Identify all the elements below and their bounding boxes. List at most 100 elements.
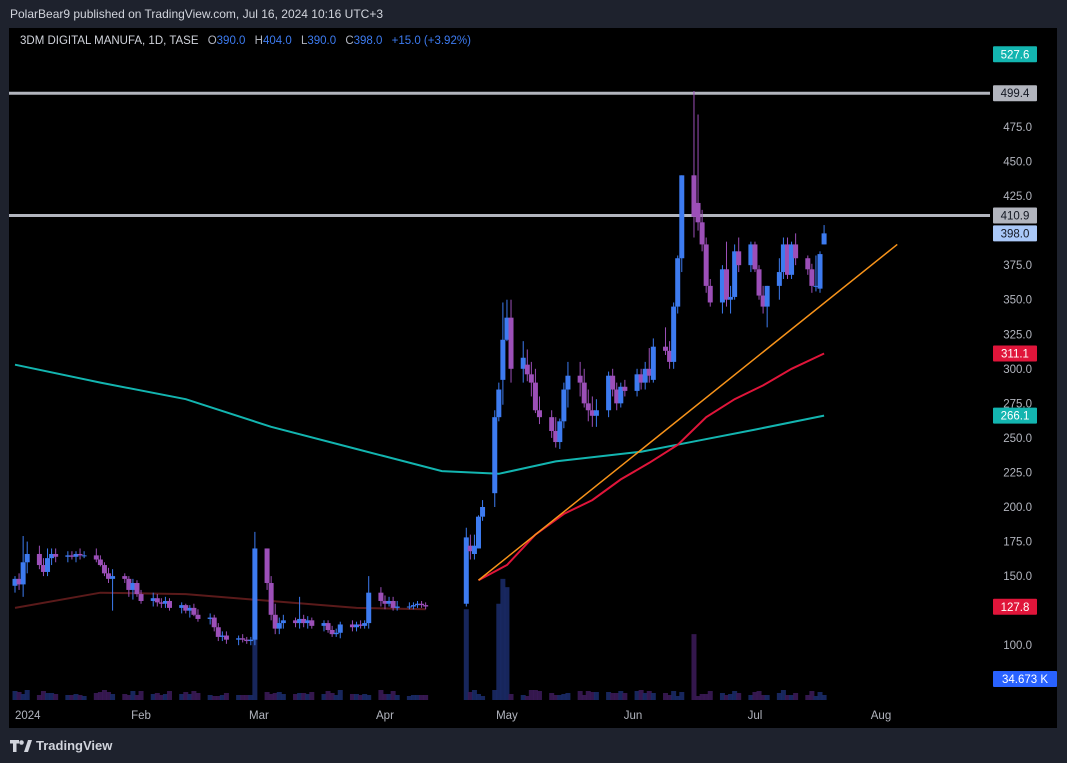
- y-axis-tick-label: 275.0: [1003, 398, 1032, 410]
- volume-bar: [366, 695, 372, 700]
- volume-bar: [321, 694, 327, 700]
- candle-body: [663, 346, 669, 351]
- candle-body: [69, 555, 75, 557]
- volume-bar: [736, 693, 742, 700]
- volume-bar: [252, 596, 258, 700]
- volume-bar: [699, 694, 705, 700]
- candle-body: [36, 553, 42, 566]
- candle-body: [524, 364, 530, 375]
- price-label-text: 127.8: [1001, 602, 1030, 614]
- y-axis-tick-label: 250.0: [1003, 433, 1032, 445]
- price-label-box: [993, 407, 1037, 424]
- tradingview-logo[interactable]: TradingView: [10, 738, 112, 753]
- volume-bar: [695, 696, 701, 700]
- volume-bar: [508, 694, 514, 700]
- volume-bar: [248, 695, 254, 700]
- volume-bar: [728, 694, 734, 700]
- candle-body: [504, 317, 510, 340]
- candle-body: [760, 295, 766, 307]
- volume-bar: [110, 694, 116, 700]
- volume-bar: [223, 693, 229, 700]
- candle-body: [614, 389, 620, 404]
- volume-bar: [244, 695, 250, 700]
- y-axis-tick-label: 200.0: [1003, 502, 1032, 514]
- volume-bar: [536, 691, 542, 700]
- y-axis-tick-label: 175.0: [1003, 537, 1032, 549]
- candle-body: [215, 627, 221, 637]
- volume-bar: [382, 694, 388, 700]
- candle-body: [272, 614, 278, 629]
- volume-bar: [410, 695, 416, 700]
- candle-body: [813, 285, 819, 287]
- price-label-box: [993, 207, 1037, 224]
- volume-bar: [36, 695, 42, 700]
- volume-bar: [191, 691, 197, 700]
- volume-bar: [386, 694, 392, 700]
- volume-bar: [215, 696, 221, 700]
- price-label-text: 527.6: [1001, 49, 1030, 61]
- volume-bar: [793, 693, 799, 700]
- volume-bar: [671, 691, 677, 700]
- volume-bar: [415, 695, 421, 700]
- candle-body: [24, 553, 30, 563]
- volume-bar: [577, 691, 583, 700]
- candle-body: [130, 583, 136, 590]
- candle-body: [240, 638, 246, 640]
- y-axis-tick-label: 350.0: [1003, 295, 1032, 307]
- volume-bar: [809, 691, 815, 700]
- candle-body: [748, 244, 754, 266]
- y-axis-tick-label: 375.0: [1003, 260, 1032, 272]
- x-axis-label: Feb: [131, 710, 151, 722]
- x-axis-label: 2024: [15, 710, 41, 722]
- candle-body: [809, 269, 815, 286]
- price-label-box: [993, 85, 1037, 102]
- volume-bar: [719, 693, 725, 700]
- volume-bar: [187, 694, 193, 700]
- volume-bar: [784, 695, 790, 700]
- y-axis-tick-label: 325.0: [1003, 329, 1032, 341]
- candle-body: [492, 417, 498, 494]
- candle-body: [321, 623, 327, 626]
- volume-bar: [16, 692, 22, 700]
- candle-body: [691, 175, 697, 217]
- volume-bar: [268, 694, 274, 700]
- volume-bar: [309, 692, 315, 700]
- price-label-box: [993, 598, 1037, 615]
- price-label-text: 499.4: [1001, 88, 1030, 100]
- candle-body: [244, 639, 250, 642]
- publisher-header: PolarBear9 published on TradingView.com,…: [0, 0, 1067, 28]
- candle-body: [101, 565, 107, 574]
- candle-body: [589, 410, 595, 416]
- x-axis-label: Jul: [748, 710, 763, 722]
- candle-body: [622, 386, 628, 391]
- candle-body: [646, 368, 652, 376]
- volume-bar: [780, 690, 786, 700]
- x-axis-label: Apr: [376, 710, 394, 722]
- volume-bar: [691, 634, 697, 700]
- candle-body: [305, 620, 311, 624]
- candle-body: [65, 555, 71, 557]
- volume-bar: [130, 691, 136, 700]
- candle-body: [276, 623, 282, 629]
- candle-body: [394, 606, 400, 608]
- volume-bar: [183, 692, 189, 700]
- volume-bar: [707, 691, 713, 700]
- volume-bar: [813, 696, 819, 700]
- symbol-name[interactable]: 3DM DIGITAL MANUFA, 1D, TASE: [20, 35, 199, 47]
- volume-bar: [195, 693, 201, 700]
- candle-body: [463, 537, 469, 604]
- volume-bar: [358, 695, 364, 700]
- x-axis-label: Aug: [871, 710, 891, 722]
- volume-bar: [650, 693, 656, 700]
- volume-bar: [528, 690, 534, 700]
- candle-body: [386, 600, 392, 604]
- candle-body: [593, 410, 599, 416]
- tradingview-brand: TradingView: [36, 738, 113, 753]
- candle-body: [93, 555, 99, 560]
- volume-bar: [101, 690, 107, 700]
- candle-body: [480, 507, 486, 517]
- volume-bar: [663, 693, 669, 700]
- volume-bar: [496, 603, 502, 700]
- volume-bar: [642, 693, 648, 700]
